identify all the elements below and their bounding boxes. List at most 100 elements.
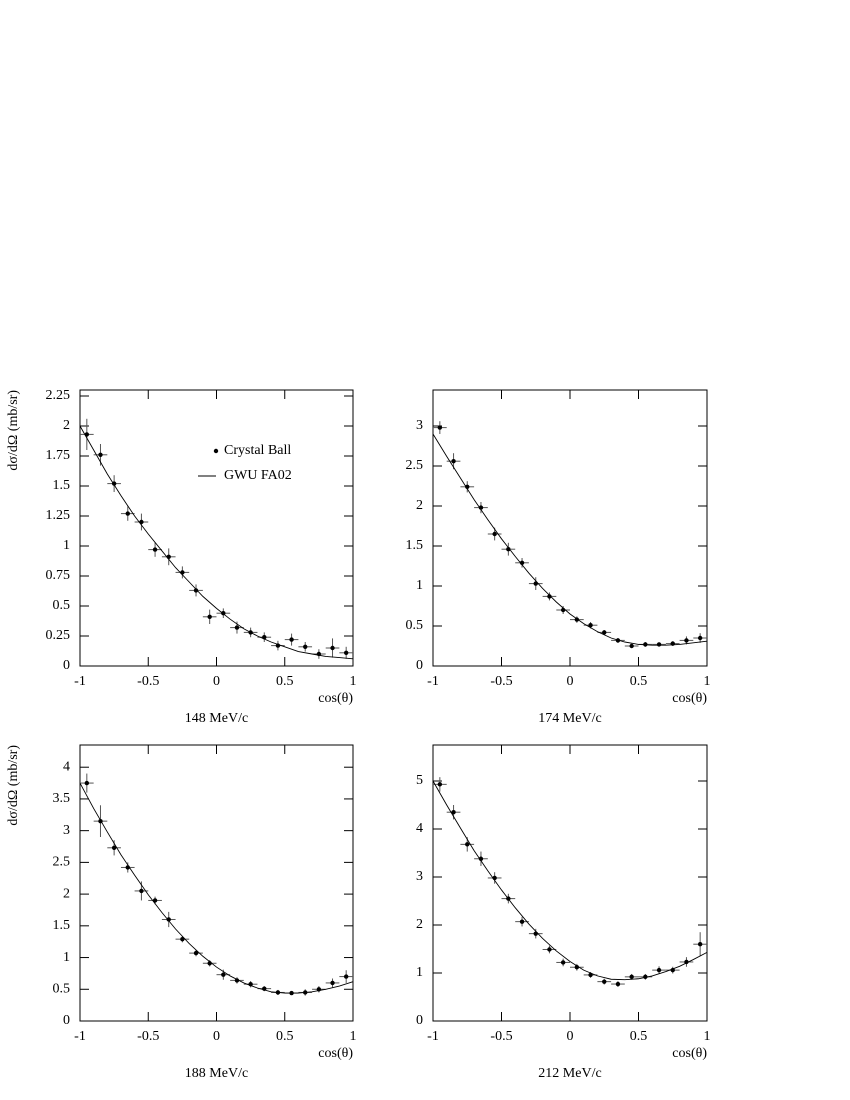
- y-tick-label: 3.5: [53, 791, 71, 806]
- y-tick-label: 0: [416, 658, 423, 673]
- data-point: [437, 425, 443, 430]
- x-tick-label: 0.5: [276, 674, 294, 689]
- panel-subtitle: 212 MeV/c: [538, 1066, 601, 1081]
- x-tick-label: -1: [74, 674, 86, 689]
- data-point: [602, 979, 607, 984]
- legend-label: GWU FA02: [224, 468, 292, 483]
- y-tick-label: 1.5: [53, 918, 71, 933]
- y-tick-label: 4: [63, 759, 70, 774]
- x-tick-label: -1: [427, 674, 439, 689]
- y-tick-label: 0: [416, 1013, 423, 1028]
- y-tick-label: 5: [416, 773, 423, 788]
- data-point: [684, 638, 689, 643]
- data-point: [560, 960, 566, 965]
- data-point: [193, 950, 199, 956]
- y-tick-label: 2.5: [53, 855, 71, 870]
- x-tick-label: -1: [74, 1029, 86, 1044]
- x-axis-label: cos(θ): [672, 691, 707, 706]
- x-tick-label: 0: [213, 674, 220, 689]
- y-axis-label: dσ/dΩ (mb/sr): [6, 390, 21, 471]
- data-point: [330, 645, 335, 651]
- plot-frame: [79, 744, 354, 1022]
- panel-subtitle: 148 MeV/c: [185, 711, 248, 726]
- x-tick-label: 1: [704, 674, 711, 689]
- panel: -1 -0.5 0 0.5 1 0 0.5 1 1.5 2 2.5 3 cos(θ) 174 MeV/c: [406, 389, 711, 726]
- data-point: [152, 547, 158, 552]
- x-tick-label: -0.5: [137, 1029, 159, 1044]
- data-point: [343, 974, 349, 979]
- y-axis-label: dσ/dΩ (mb/sr): [6, 745, 21, 826]
- model-curve: [79, 425, 354, 660]
- plot-frame: [432, 744, 708, 1022]
- y-tick-label: 0.5: [53, 598, 71, 613]
- y-tick-label: 1.25: [46, 508, 71, 523]
- y-tick-label: 0: [63, 1013, 70, 1028]
- data-point: [84, 780, 90, 786]
- panel: -1 -0.5 0 0.5 1 0 0.5 1 1.5 2 2.5 3 3.5 4 cos(θ) 188 Me…: [6, 744, 357, 1081]
- data-point: [111, 845, 117, 850]
- data-point: [289, 637, 294, 642]
- y-tick-label: 0.75: [46, 568, 71, 583]
- data-point: [166, 917, 171, 922]
- y-tick-label: 3: [416, 869, 423, 884]
- y-tick-label: 2: [63, 418, 70, 433]
- x-axis-label: cos(θ): [318, 1046, 353, 1061]
- y-tick-label: 1.5: [53, 478, 71, 493]
- data-point: [506, 547, 511, 552]
- data-point: [193, 588, 199, 593]
- data-point: [697, 635, 703, 641]
- y-tick-label: 3: [416, 418, 423, 433]
- data-point: [533, 931, 538, 936]
- data-point: [98, 452, 103, 457]
- panel-subtitle: 188 MeV/c: [185, 1066, 248, 1081]
- model-curve: [432, 433, 708, 646]
- data-point: [519, 919, 525, 924]
- plot-frame: [79, 389, 354, 667]
- data-point: [629, 974, 634, 980]
- x-tick-label: 1: [704, 1029, 711, 1044]
- x-axis-label: cos(θ): [672, 1046, 707, 1061]
- data-point: [125, 511, 130, 516]
- data-point: [656, 642, 662, 647]
- y-tick-label: 1.5: [406, 538, 424, 553]
- y-tick-label: 0.25: [46, 628, 71, 643]
- x-tick-label: -0.5: [490, 1029, 512, 1044]
- data-point: [465, 842, 470, 847]
- y-tick-label: 2: [416, 917, 423, 932]
- y-tick-label: 1: [416, 578, 423, 593]
- x-tick-label: 0.5: [630, 1029, 648, 1044]
- y-tick-label: 0: [63, 658, 70, 673]
- x-tick-label: 1: [350, 674, 357, 689]
- legend-label: Crystal Ball: [224, 443, 291, 458]
- y-tick-label: 4: [416, 821, 423, 836]
- data-point: [139, 888, 144, 894]
- data-point: [492, 531, 497, 537]
- data-point: [451, 810, 456, 815]
- x-tick-label: -0.5: [137, 674, 159, 689]
- data-point: [547, 594, 552, 599]
- y-tick-label: 1: [63, 538, 70, 553]
- model-curve: [432, 780, 708, 981]
- data-point: [343, 650, 349, 655]
- data-point: [221, 972, 226, 977]
- data-point: [697, 942, 703, 947]
- y-tick-label: 1: [63, 950, 70, 965]
- data-point: [656, 967, 662, 973]
- data-point: [330, 980, 335, 986]
- x-tick-label: -0.5: [490, 674, 512, 689]
- x-tick-label: 0: [567, 1029, 574, 1044]
- x-tick-label: 0.5: [276, 1029, 294, 1044]
- x-tick-label: 0: [213, 1029, 220, 1044]
- data-point: [303, 644, 308, 649]
- x-tick-label: 0: [567, 674, 574, 689]
- y-tick-label: 2: [416, 498, 423, 513]
- x-tick-label: 1: [350, 1029, 357, 1044]
- data-point: [437, 782, 443, 787]
- y-tick-label: 1.75: [46, 448, 71, 463]
- panel-subtitle: 174 MeV/c: [538, 711, 601, 726]
- data-point: [615, 981, 621, 987]
- x-tick-label: 0.5: [630, 674, 648, 689]
- model-curve: [79, 782, 354, 994]
